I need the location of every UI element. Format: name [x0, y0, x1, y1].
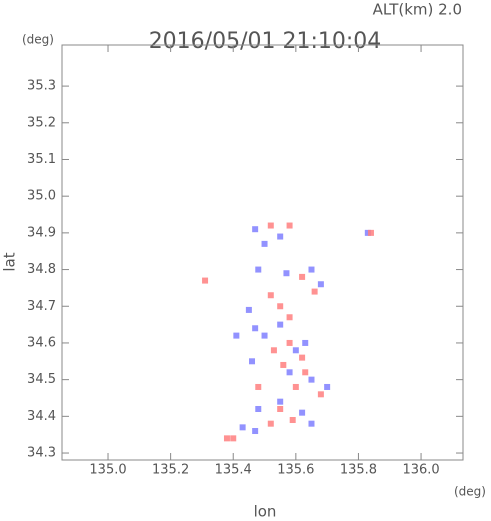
y-tick-label: 34.6 [27, 335, 56, 350]
radar-echo [286, 369, 293, 376]
radar-echo [239, 424, 246, 431]
x-unit: (deg) [454, 485, 486, 499]
radar-echo [277, 398, 284, 405]
altitude: ALT(km) 2.0 [373, 1, 462, 19]
x-tick-label: 135.2 [152, 463, 189, 478]
radar-echo [280, 361, 287, 368]
radar-echo [249, 358, 256, 365]
radar-echo [308, 266, 315, 273]
radar-echo [252, 226, 259, 233]
x-tick-label: 136.0 [402, 463, 439, 478]
radar-echo [245, 306, 252, 313]
x-axis-label: lon [254, 503, 277, 521]
radar-echo [202, 277, 209, 284]
radar-echo [223, 435, 230, 442]
radar-echo [255, 405, 262, 412]
radar-echo [308, 376, 315, 383]
radar-echo [289, 417, 296, 424]
x-tick-label: 135.4 [215, 463, 252, 478]
y-tick-label: 34.5 [27, 372, 56, 387]
radar-echo [261, 332, 268, 339]
radar-echo [261, 240, 268, 247]
radar-echo [233, 332, 240, 339]
radar-echo [292, 347, 299, 354]
y-axis-label: lat [1, 252, 19, 271]
radar-echo [317, 391, 324, 398]
radar-echo [230, 435, 237, 442]
chart-title: 2016/05/01 21:10:04 [149, 29, 382, 54]
radar-echo [364, 229, 371, 236]
x-tick-label: 135.6 [277, 463, 314, 478]
radar-echo [267, 420, 274, 427]
radar-echo [299, 273, 306, 280]
radar-echo [277, 405, 284, 412]
radar-echo [311, 288, 318, 295]
radar-echo [286, 314, 293, 321]
radar-echo [277, 303, 284, 310]
y-tick-label: 34.7 [27, 299, 56, 314]
radar-echo [270, 347, 277, 354]
y-tick-label: 35.3 [27, 79, 56, 94]
radar-echo [299, 409, 306, 416]
y-tick-label: 35.1 [27, 152, 56, 167]
y-tick-label: 35.0 [27, 189, 56, 204]
y-tick-label: 34.4 [27, 409, 56, 424]
x-tick-label: 135.0 [89, 463, 126, 478]
radar-echo [277, 233, 284, 240]
radar-echo [302, 339, 309, 346]
y-unit: (deg) [22, 33, 54, 47]
radar-echo [308, 420, 315, 427]
radar-echo [267, 292, 274, 299]
radar-echo [255, 266, 262, 273]
y-tick-label: 34.8 [27, 262, 56, 277]
radar-echo [299, 354, 306, 361]
y-tick-label: 34.3 [27, 446, 56, 461]
y-tick-label: 35.2 [27, 115, 56, 130]
radar-echo [252, 325, 259, 332]
radar-echo [267, 222, 274, 229]
radar-echo [317, 281, 324, 288]
radar-echo [286, 339, 293, 346]
radar-echo [286, 222, 293, 229]
x-tick-label: 135.8 [340, 463, 377, 478]
radar-echo [302, 369, 309, 376]
radar-echo [277, 321, 284, 328]
radar-echo [255, 383, 262, 390]
radar-echo [283, 270, 290, 277]
radar-echo [292, 383, 299, 390]
plot-frame [61, 44, 464, 461]
y-tick-label: 34.9 [27, 225, 56, 240]
radar-echo [367, 229, 374, 236]
radar-echo [252, 428, 259, 435]
radar-echo [324, 383, 331, 390]
